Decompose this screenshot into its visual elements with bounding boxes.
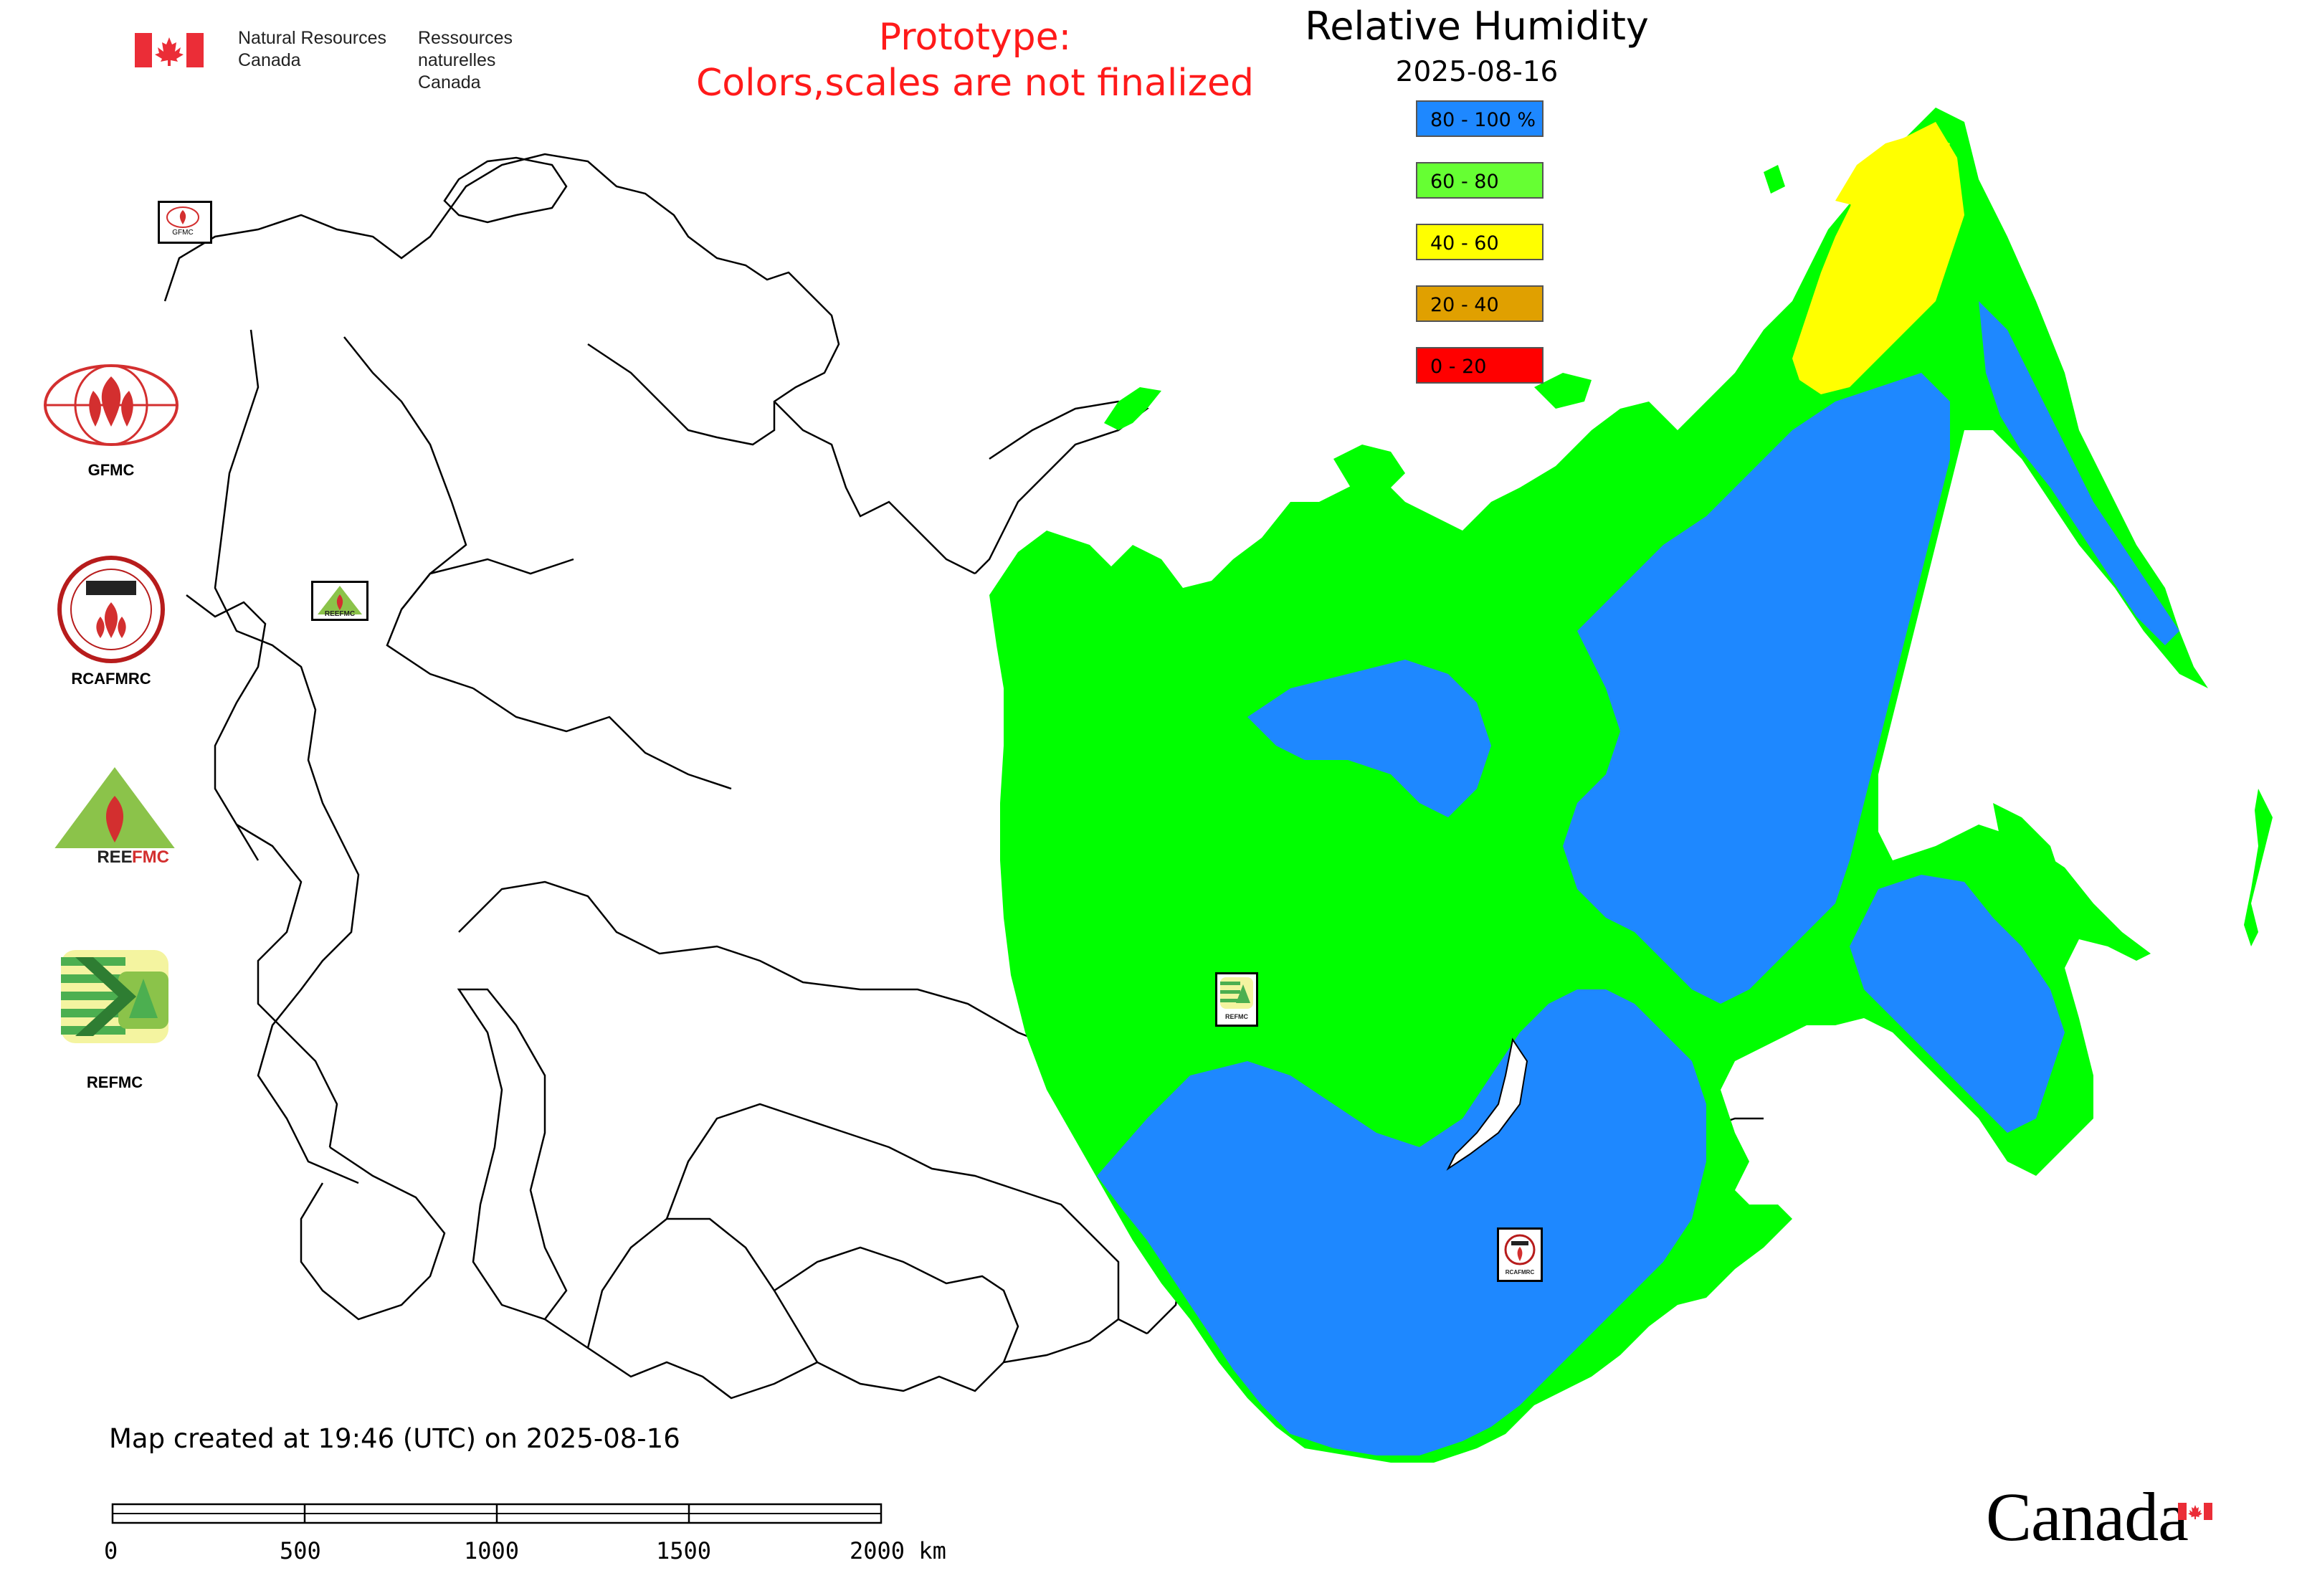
- reefmc-marker-icon: REEFMC: [318, 586, 362, 618]
- kurils: [2244, 789, 2273, 946]
- rcafmrc-logo-icon: [57, 556, 165, 663]
- interior-region-3: [401, 558, 574, 610]
- legend-item-0-20: 0 - 20: [1416, 347, 1544, 384]
- arctic-island-2: [1333, 445, 1405, 495]
- arctic-coast-west: [774, 401, 976, 575]
- prototype-line1: Prototype:: [878, 16, 1072, 59]
- canada-flag-icon: [135, 33, 204, 67]
- scale-label-500: 500: [280, 1537, 321, 1564]
- legend-label: 60 - 80: [1430, 171, 1499, 193]
- agency-fr-line2: Canada: [418, 72, 481, 92]
- legend-item-60-80: 60 - 80: [1416, 162, 1544, 199]
- marker-rcafmrc[interactable]: RCAFMRC: [1497, 1227, 1543, 1282]
- raster-yellow-top: [1835, 133, 1950, 208]
- gov-signature: Natural Resources Canada Ressources natu…: [135, 27, 594, 92]
- svg-text:REE: REE: [97, 847, 132, 867]
- logo-refmc[interactable]: REFMC: [54, 943, 176, 1091]
- central-asia-south: [544, 1318, 1148, 1400]
- prototype-line2: Colors,scales are not finalized: [695, 62, 1255, 105]
- europe-east-border: [214, 329, 360, 1184]
- legend-label: 0 - 20: [1430, 356, 1487, 378]
- raster-blue-south: [1097, 989, 1706, 1455]
- prototype-notice: Prototype: Colors,scales are not finaliz…: [667, 14, 1283, 106]
- marker-gfmc[interactable]: GFMC: [158, 201, 212, 244]
- canada-wordmark-text: Canada: [1986, 1478, 2189, 1555]
- agency-fr-line1: Ressources naturelles: [418, 28, 513, 70]
- arctic-island-1: [1104, 387, 1161, 430]
- legend-label: 20 - 40: [1430, 294, 1499, 316]
- turkmen-uzbek-border: [586, 1217, 819, 1363]
- refmc-logo-icon: [61, 950, 168, 1043]
- marker-refmc[interactable]: REFMC: [1215, 972, 1258, 1027]
- scale-label-1500: 1500: [656, 1537, 712, 1564]
- refmc-label: REFMC: [86, 1073, 143, 1091]
- wrangel-island: [1764, 165, 1785, 194]
- sakhalin: [1993, 803, 2079, 932]
- scale-label-1000: 1000: [464, 1537, 520, 1564]
- refmc-marker-label: REFMC: [1225, 1013, 1248, 1020]
- legend-item-20-40: 20 - 40: [1416, 285, 1544, 322]
- scale-bar-graphic: [111, 1503, 883, 1524]
- scale-label-2000: 2000 km: [850, 1537, 946, 1564]
- gfmc-marker-label: GFMC: [172, 229, 193, 237]
- map-title: Relative Humidity: [1305, 4, 1649, 49]
- uzbek-kyrgyz-border: [774, 1246, 1019, 1363]
- agency-name-fr: Ressources naturelles Canada: [418, 27, 594, 94]
- legend-item-80-100: 80 - 100 %: [1416, 100, 1544, 137]
- reefmc-logo-icon: REE FMC: [43, 767, 186, 867]
- svg-text:FMC: FMC: [132, 847, 169, 867]
- refmc-marker-icon: REFMC: [1220, 977, 1253, 1020]
- raster-blue-east: [1563, 373, 1950, 1004]
- agency-en-line1: Natural Resources: [238, 28, 387, 48]
- gfmc-logo-icon: [44, 364, 179, 446]
- logo-rcafmrc[interactable]: RCAFMRC: [50, 552, 172, 688]
- map-date: 2025-08-16: [1395, 56, 1559, 88]
- reefmc-marker-label: REEFMC: [325, 610, 355, 618]
- rcafmrc-marker-label: RCAFMRC: [1506, 1269, 1535, 1276]
- raster-blue-kamchatka: [1979, 301, 2179, 645]
- legend-item-40-60: 40 - 60: [1416, 224, 1544, 260]
- gfmc-marker-icon: GFMC: [166, 206, 199, 237]
- arctic-island-3: [1534, 373, 1592, 409]
- raster-blue-pacific: [1850, 875, 2065, 1133]
- legend-label: 40 - 60: [1430, 232, 1499, 255]
- kazakhstan-south: [665, 1103, 1120, 1319]
- humidity-raster: [989, 108, 2273, 1463]
- logo-reefmc[interactable]: REE FMC: [36, 764, 194, 878]
- raster-blue-central: [1247, 660, 1491, 817]
- interior-region-2: [472, 687, 732, 790]
- rcafmrc-marker-icon: RCAFMRC: [1504, 1234, 1536, 1276]
- baltic-border: [186, 594, 267, 861]
- agency-name-en: Natural Resources Canada: [238, 27, 386, 72]
- caspian-outline: [457, 988, 568, 1321]
- canada-wordmark-flag-icon: [2178, 1503, 2212, 1520]
- scale-label-0: 0: [104, 1537, 118, 1564]
- lake-baikal: [1446, 1037, 1528, 1171]
- scale-bar: 0 500 1000 1500 2000 km: [104, 1503, 946, 1582]
- caucasus-border: [300, 1146, 446, 1321]
- rcafmrc-label: RCAFMRC: [71, 670, 151, 688]
- legend-label: 80 - 100 %: [1430, 109, 1536, 131]
- kola-outline: [443, 156, 568, 224]
- interior-region-1: [343, 336, 474, 690]
- novaya-zemlya: [974, 400, 1149, 574]
- marker-reefmc[interactable]: REEFMC: [311, 581, 368, 621]
- scandinavia-outline: [163, 153, 840, 446]
- ukraine-border: [236, 823, 338, 1148]
- map-created-note: Map created at 19:46 (UTC) on 2025-08-16: [109, 1423, 680, 1454]
- canada-wordmark: Canada: [1986, 1477, 2230, 1577]
- gfmc-label: GFMC: [87, 461, 135, 479]
- logo-gfmc[interactable]: GFMC: [39, 362, 183, 484]
- agency-en-line2: Canada: [238, 50, 301, 70]
